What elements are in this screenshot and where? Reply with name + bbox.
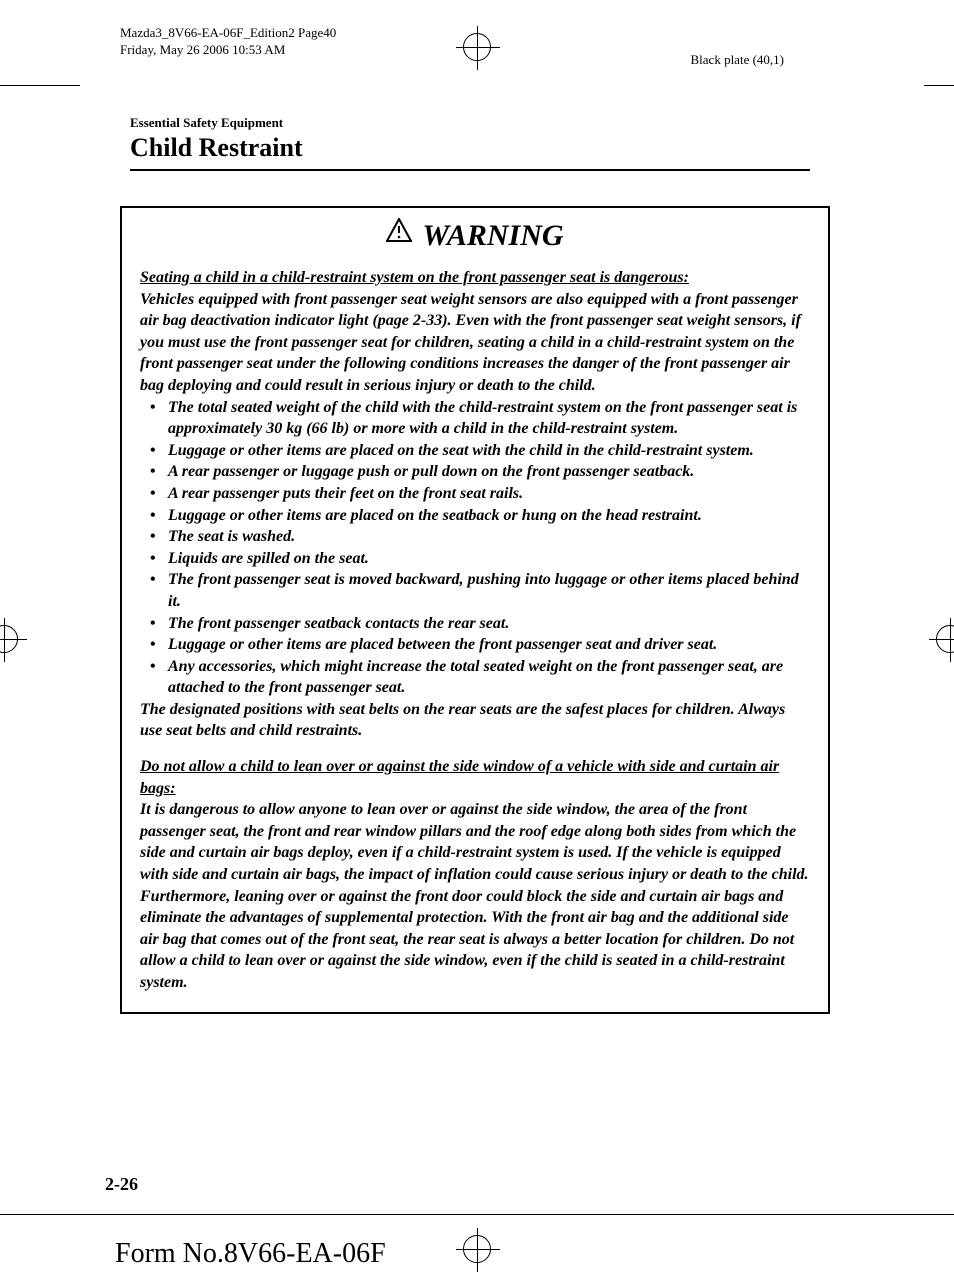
section-super: Essential Safety Equipment <box>130 115 810 131</box>
page-number: 2-26 <box>105 1174 138 1195</box>
rule-bottom <box>0 1214 954 1215</box>
section-title: Child Restraint <box>130 133 810 163</box>
warning-title: WARNING <box>140 218 810 253</box>
warning-label: WARNING <box>422 219 563 252</box>
warning-bullet: Luggage or other items are placed on the… <box>164 505 810 527</box>
warning-body-2: It is dangerous to allow anyone to lean … <box>140 799 810 993</box>
warning-bullet: Luggage or other items are placed on the… <box>164 440 810 462</box>
warning-bullet: Luggage or other items are placed betwee… <box>164 634 810 656</box>
warning-bullet: The front passenger seat is moved backwa… <box>164 569 810 612</box>
rule-top-right <box>924 85 954 86</box>
section-rule <box>130 169 810 171</box>
warning-icon <box>386 222 418 248</box>
header-meta: Mazda3_8V66-EA-06F_Edition2 Page40 Frida… <box>120 25 336 59</box>
crop-mark-left <box>0 625 18 653</box>
crop-mark-right <box>936 625 954 653</box>
warning-bullets: The total seated weight of the child wit… <box>140 397 810 699</box>
doc-timestamp: Friday, May 26 2006 10:53 AM <box>120 42 336 59</box>
warning-bullet: A rear passenger or luggage push or pull… <box>164 461 810 483</box>
warning-box: WARNING Seating a child in a child-restr… <box>120 206 830 1014</box>
black-plate: Black plate (40,1) <box>691 52 785 68</box>
rule-top-left <box>0 85 80 86</box>
warning-bullet: Any accessories, which might increase th… <box>164 656 810 699</box>
warning-bullet: The seat is washed. <box>164 526 810 548</box>
warning-bullet: The front passenger seatback contacts th… <box>164 613 810 635</box>
crop-mark-top <box>463 33 491 61</box>
crop-mark-bottom <box>463 1235 491 1263</box>
warning-heading-1: Seating a child in a child-restraint sys… <box>140 267 810 289</box>
warning-bullet: A rear passenger puts their feet on the … <box>164 483 810 505</box>
warning-intro: Vehicles equipped with front passenger s… <box>140 289 810 397</box>
warning-heading-2: Do not allow a child to lean over or aga… <box>140 756 810 799</box>
form-number: Form No.8V66-EA-06F <box>115 1238 386 1270</box>
section-header: Essential Safety Equipment Child Restrai… <box>130 115 810 171</box>
warning-bullet: Liquids are spilled on the seat. <box>164 548 810 570</box>
warning-bullet: The total seated weight of the child wit… <box>164 397 810 440</box>
doc-id: Mazda3_8V66-EA-06F_Edition2 Page40 <box>120 25 336 42</box>
warning-after: The designated positions with seat belts… <box>140 699 810 742</box>
